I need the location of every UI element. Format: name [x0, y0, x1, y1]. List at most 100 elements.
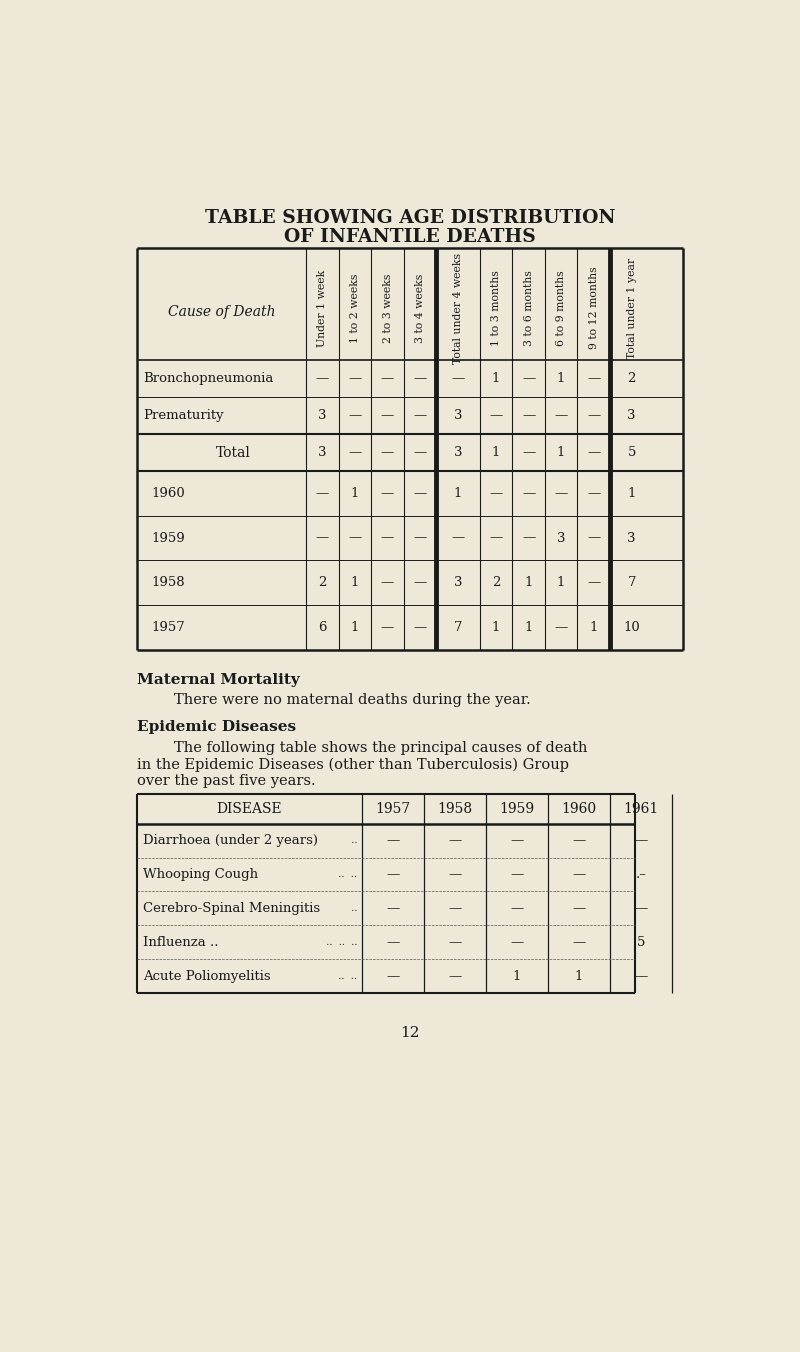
Text: 1958: 1958: [438, 802, 473, 817]
Text: ..: ..: [345, 904, 358, 913]
Text: —: —: [381, 576, 394, 589]
Text: —: —: [554, 410, 568, 422]
Text: There were no maternal deaths during the year.: There were no maternal deaths during the…: [174, 692, 531, 707]
Text: Total under 1 year: Total under 1 year: [626, 258, 637, 358]
Text: 3 to 4 weeks: 3 to 4 weeks: [415, 273, 425, 343]
Text: 3: 3: [318, 410, 326, 422]
Text: 1960: 1960: [151, 487, 185, 500]
Text: 1960: 1960: [562, 802, 597, 817]
Text: 6 to 9 months: 6 to 9 months: [556, 270, 566, 346]
Text: —: —: [381, 487, 394, 500]
Text: —: —: [448, 969, 462, 983]
Text: TABLE SHOWING AGE DISTRIBUTION: TABLE SHOWING AGE DISTRIBUTION: [205, 208, 615, 227]
Text: —: —: [386, 936, 399, 949]
Text: Total: Total: [216, 446, 250, 460]
Text: Cerebro-Spinal Meningitis: Cerebro-Spinal Meningitis: [143, 902, 321, 915]
Text: —: —: [316, 372, 329, 385]
Text: 12: 12: [400, 1026, 420, 1040]
Text: —: —: [381, 531, 394, 545]
Text: Bronchopneumonia: Bronchopneumonia: [143, 372, 274, 385]
Text: ..  ..  ..: .. .. ..: [320, 938, 358, 946]
Text: 3: 3: [627, 410, 636, 422]
Text: 3: 3: [454, 446, 462, 460]
Text: OF INFANTILE DEATHS: OF INFANTILE DEATHS: [284, 228, 536, 246]
Text: —: —: [634, 834, 647, 848]
Text: —: —: [448, 902, 462, 915]
Text: —: —: [490, 487, 502, 500]
Text: 5: 5: [637, 936, 645, 949]
Text: —: —: [510, 902, 523, 915]
Text: —: —: [414, 446, 426, 460]
Text: 1: 1: [574, 969, 583, 983]
Text: —: —: [316, 531, 329, 545]
Text: —: —: [414, 531, 426, 545]
Text: 1: 1: [350, 487, 359, 500]
Text: 7: 7: [454, 621, 462, 634]
Text: 6: 6: [318, 621, 326, 634]
Text: 3: 3: [557, 531, 566, 545]
Text: —: —: [490, 531, 502, 545]
Text: —: —: [572, 834, 586, 848]
Text: 1: 1: [590, 621, 598, 634]
Text: Whooping Cough: Whooping Cough: [143, 868, 258, 882]
Text: —: —: [414, 621, 426, 634]
Text: Maternal Mortality: Maternal Mortality: [138, 673, 300, 687]
Text: 9 to 12 months: 9 to 12 months: [589, 266, 598, 349]
Text: Acute Poliomyelitis: Acute Poliomyelitis: [143, 969, 271, 983]
Text: —: —: [414, 576, 426, 589]
Text: 1: 1: [350, 576, 359, 589]
Text: —: —: [381, 410, 394, 422]
Text: 1: 1: [350, 621, 359, 634]
Text: —: —: [348, 446, 362, 460]
Text: 2: 2: [318, 576, 326, 589]
Text: —: —: [414, 487, 426, 500]
Text: —: —: [554, 621, 568, 634]
Text: .–: .–: [635, 868, 646, 882]
Text: —: —: [386, 969, 399, 983]
Text: Epidemic Diseases: Epidemic Diseases: [138, 721, 296, 734]
Text: 2: 2: [492, 576, 500, 589]
Text: —: —: [572, 868, 586, 882]
Text: 3: 3: [318, 446, 326, 460]
Text: 2 to 3 weeks: 2 to 3 weeks: [382, 273, 393, 343]
Text: 1957: 1957: [375, 802, 410, 817]
Text: Influenza ..: Influenza ..: [143, 936, 219, 949]
Text: —: —: [316, 487, 329, 500]
Text: —: —: [386, 902, 399, 915]
Text: —: —: [587, 446, 600, 460]
Text: 1957: 1957: [151, 621, 185, 634]
Text: 3 to 6 months: 3 to 6 months: [523, 270, 534, 346]
Text: —: —: [522, 410, 535, 422]
Text: —: —: [587, 410, 600, 422]
Text: 3: 3: [454, 576, 462, 589]
Text: —: —: [522, 487, 535, 500]
Text: 1: 1: [454, 487, 462, 500]
Text: 3: 3: [627, 531, 636, 545]
Text: —: —: [381, 621, 394, 634]
Text: Cause of Death: Cause of Death: [168, 306, 275, 319]
Text: DISEASE: DISEASE: [217, 802, 282, 817]
Text: 10: 10: [623, 621, 640, 634]
Text: ..  ..: .. ..: [332, 972, 358, 980]
Text: Diarrhoea (under 2 years): Diarrhoea (under 2 years): [143, 834, 318, 848]
Text: 1959: 1959: [499, 802, 534, 817]
Text: —: —: [448, 868, 462, 882]
Text: —: —: [414, 372, 426, 385]
Text: —: —: [634, 902, 647, 915]
Text: 1: 1: [557, 446, 566, 460]
Text: Under 1 week: Under 1 week: [318, 269, 327, 346]
Text: Total under 4 weeks: Total under 4 weeks: [453, 253, 463, 364]
Text: 2: 2: [627, 372, 636, 385]
Text: over the past five years.: over the past five years.: [138, 775, 316, 788]
Text: —: —: [448, 936, 462, 949]
Text: —: —: [522, 372, 535, 385]
Text: —: —: [381, 446, 394, 460]
Text: ..: ..: [345, 836, 358, 845]
Text: in the Epidemic Diseases (other than Tuberculosis) Group: in the Epidemic Diseases (other than Tub…: [138, 757, 570, 772]
Text: 1 to 2 weeks: 1 to 2 weeks: [350, 273, 360, 343]
Text: —: —: [348, 531, 362, 545]
Text: —: —: [381, 372, 394, 385]
Text: Prematurity: Prematurity: [143, 410, 224, 422]
Text: —: —: [572, 902, 586, 915]
Text: —: —: [414, 410, 426, 422]
